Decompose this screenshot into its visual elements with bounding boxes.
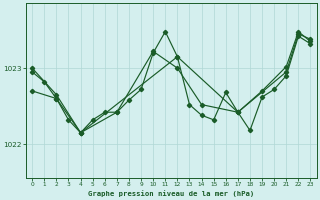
- X-axis label: Graphe pression niveau de la mer (hPa): Graphe pression niveau de la mer (hPa): [88, 190, 254, 197]
